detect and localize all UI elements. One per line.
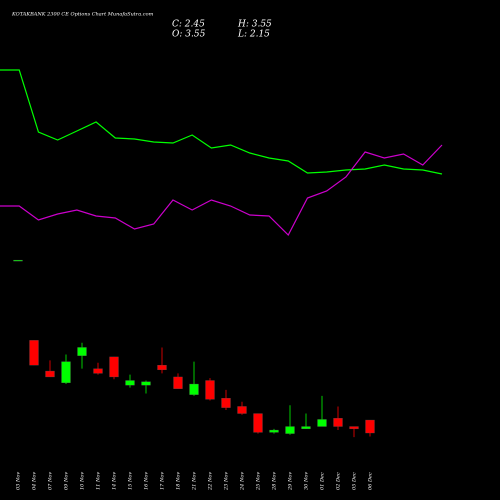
x-tick-label: 21 Nov bbox=[192, 472, 198, 491]
candle-body bbox=[269, 429, 279, 433]
open-info: O: 3.55 bbox=[172, 30, 206, 40]
x-tick-label: 14 Nov bbox=[112, 472, 118, 490]
x-tick-label: 07 Nov bbox=[48, 472, 54, 490]
low-info: L: 2.15 bbox=[237, 30, 270, 40]
x-tick-label: 29 Nov bbox=[288, 472, 294, 491]
candle-body bbox=[157, 364, 167, 371]
candle-body bbox=[285, 426, 295, 434]
candle-body bbox=[301, 426, 311, 430]
candle-body bbox=[13, 259, 23, 262]
candle-body bbox=[29, 340, 39, 366]
candle-body bbox=[349, 426, 359, 430]
candle-body bbox=[237, 406, 247, 414]
x-tick-label: 06 Dec bbox=[368, 472, 374, 490]
x-tick-label: 10 Nov bbox=[80, 472, 86, 490]
x-tick-label: 16 Nov bbox=[144, 472, 150, 490]
x-tick-label: 11 Nov bbox=[96, 472, 102, 490]
candle-body bbox=[173, 376, 183, 389]
candle-body bbox=[61, 361, 71, 383]
candle-body bbox=[333, 418, 343, 427]
candle-body bbox=[45, 370, 55, 378]
candle-body bbox=[77, 347, 87, 356]
x-tick-label: 30 Nov bbox=[304, 472, 310, 490]
candle-body bbox=[221, 398, 231, 408]
candle-body bbox=[141, 381, 151, 386]
candle-body bbox=[317, 419, 327, 427]
high-info: H: 3.55 bbox=[237, 20, 272, 30]
x-tick-label: 25 Nov bbox=[256, 472, 262, 491]
x-tick-label: 05 Dec bbox=[352, 472, 358, 490]
candle-body bbox=[109, 356, 119, 378]
x-tick-label: 01 Dec bbox=[320, 472, 326, 490]
candle-body bbox=[93, 368, 103, 374]
x-tick-label: 18 Nov bbox=[176, 472, 182, 490]
indicator-line bbox=[0, 69, 443, 175]
x-tick-label: 03 Nov bbox=[16, 472, 22, 490]
x-tick-label: 22 Nov bbox=[208, 472, 214, 491]
x-tick-label: 15 Nov bbox=[128, 472, 134, 490]
candle-body bbox=[125, 380, 135, 386]
x-tick-label: 04 Nov bbox=[32, 472, 38, 490]
indicator-line bbox=[0, 144, 443, 236]
candle-body bbox=[205, 380, 215, 400]
close-info: C: 2.45 bbox=[172, 20, 205, 30]
candle-body bbox=[365, 419, 375, 434]
candle-body bbox=[253, 413, 263, 433]
chart-title: KOTAKBANK 2300 CE Options Chart MunafaSu… bbox=[11, 12, 154, 18]
candle-body bbox=[189, 383, 199, 395]
x-tick-label: 24 Nov bbox=[240, 472, 246, 491]
x-tick-label: 23 Nov bbox=[224, 472, 230, 491]
x-tick-label: 17 Nov bbox=[160, 472, 166, 490]
x-tick-label: 09 Nov bbox=[64, 472, 70, 490]
x-tick-label: 02 Dec bbox=[336, 472, 342, 490]
x-tick-label: 28 Nov bbox=[272, 472, 278, 491]
